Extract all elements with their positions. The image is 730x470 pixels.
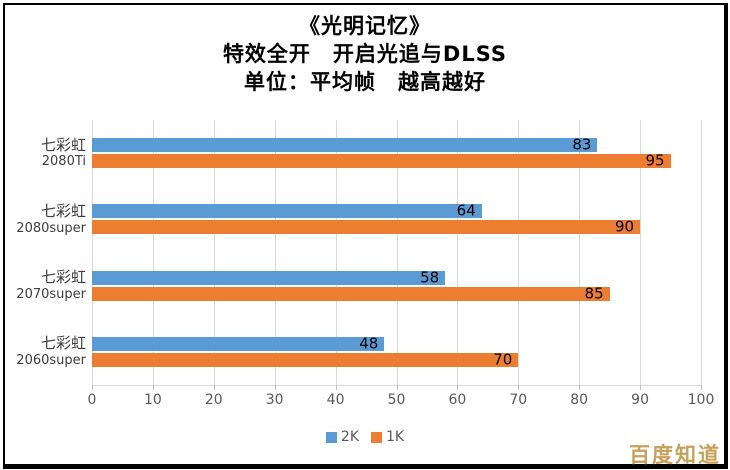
bar-value-label: 58 [420, 268, 440, 287]
legend: 2K 1K [0, 429, 730, 445]
category-brand: 七彩虹 [40, 135, 86, 154]
bar-2k-2060super: 48 [92, 334, 385, 353]
bar-value-label: 85 [584, 284, 604, 303]
gridline-70 [518, 120, 520, 385]
category-label-2070super: 七彩虹 2070super [4, 253, 86, 319]
axis-tick-10 [152, 385, 154, 390]
axis-tick-100 [701, 385, 702, 390]
axis-tick-90 [640, 385, 642, 390]
axis-tick-40 [335, 385, 337, 390]
legend-label: 2K [340, 429, 359, 445]
gridline-30 [274, 120, 276, 385]
legend-item-1k: 1K [371, 429, 404, 445]
bar-value-label: 90 [615, 217, 635, 236]
category-label-2080ti: 七彩虹 2080Ti [4, 120, 86, 186]
category-model: 2060super [16, 353, 86, 369]
gridline-40 [335, 120, 337, 385]
axis-tick-70 [518, 385, 520, 390]
chart-title-line2: 特效全开 开启光追与DLSS [222, 42, 508, 66]
x-tick-label-60: 60 [448, 392, 467, 408]
bar-1k-2070super: 85 [92, 284, 610, 303]
bar-1k-2080ti: 95 [92, 151, 671, 170]
gridline-10 [152, 120, 154, 385]
gridline-90 [640, 120, 642, 385]
bar-value-label: 70 [493, 350, 513, 369]
x-tick-label-20: 20 [204, 392, 223, 408]
axis-tick-60 [457, 385, 459, 390]
category-label-2060super: 七彩虹 2060super [4, 319, 86, 385]
x-tick-label-0: 0 [87, 392, 97, 408]
gridline-80 [579, 120, 581, 385]
x-tick-label-100: 100 [687, 392, 715, 408]
chart-title: 《光明记忆》 特效全开 开启光追与DLSS 单位：平均帧 越高越好 [0, 12, 730, 96]
legend-swatch-2k [325, 431, 337, 443]
gridline-50 [396, 120, 398, 385]
legend-label: 1K [386, 429, 405, 445]
bar-2k-2070super: 58 [92, 268, 446, 287]
x-tick-label-40: 40 [326, 392, 345, 408]
legend-swatch-1k [371, 431, 382, 443]
x-tick-label-50: 50 [387, 392, 406, 408]
gridline-100 [701, 120, 702, 385]
category-model: 2080super [16, 220, 86, 236]
axis-tick-20 [213, 385, 215, 390]
category-model: 2080Ti [41, 154, 86, 170]
bar-2k-2080super: 64 [92, 201, 482, 220]
x-tick-label-90: 90 [631, 392, 650, 408]
category-brand: 七彩虹 [40, 201, 86, 220]
x-tick-label-10: 10 [143, 392, 162, 408]
bar-1k-2060super: 70 [92, 350, 519, 369]
x-tick-label-70: 70 [509, 392, 528, 408]
axis-tick-80 [579, 385, 581, 390]
legend-item-2k: 2K [325, 429, 359, 445]
x-tick-label-30: 30 [265, 392, 284, 408]
bar-2k-2080ti: 83 [92, 135, 598, 154]
bar-1k-2080super: 90 [92, 217, 641, 236]
category-brand: 七彩虹 [40, 334, 86, 353]
bar-value-label: 64 [456, 201, 476, 220]
axis-tick-0 [92, 385, 93, 390]
bar-value-label: 48 [359, 334, 379, 353]
category-brand: 七彩虹 [40, 268, 86, 287]
watermark: 百度知道 [629, 443, 721, 467]
category-axis: 七彩虹 2080Ti 七彩虹 2080super 七彩虹 2070super 七彩虹 2060… [4, 120, 86, 385]
chart-title-line3: 单位：平均帧 越高越好 [244, 70, 486, 94]
bar-value-label: 95 [645, 151, 665, 170]
x-tick-label-80: 80 [570, 392, 589, 408]
axis-tick-30 [274, 385, 276, 390]
gridline-60 [457, 120, 459, 385]
chart-title-line1: 《光明记忆》 [299, 14, 431, 38]
category-model: 2070super [16, 286, 86, 302]
axis-tick-50 [396, 385, 398, 390]
category-label-2080super: 七彩虹 2080super [4, 186, 86, 252]
gridline-20 [213, 120, 215, 385]
plot-area: 0 10 20 30 40 50 60 70 80 90 100 83 95 64 90 58 85 48 70 [88, 120, 714, 407]
bar-value-label: 83 [572, 135, 592, 154]
gridline-0 [92, 120, 93, 385]
